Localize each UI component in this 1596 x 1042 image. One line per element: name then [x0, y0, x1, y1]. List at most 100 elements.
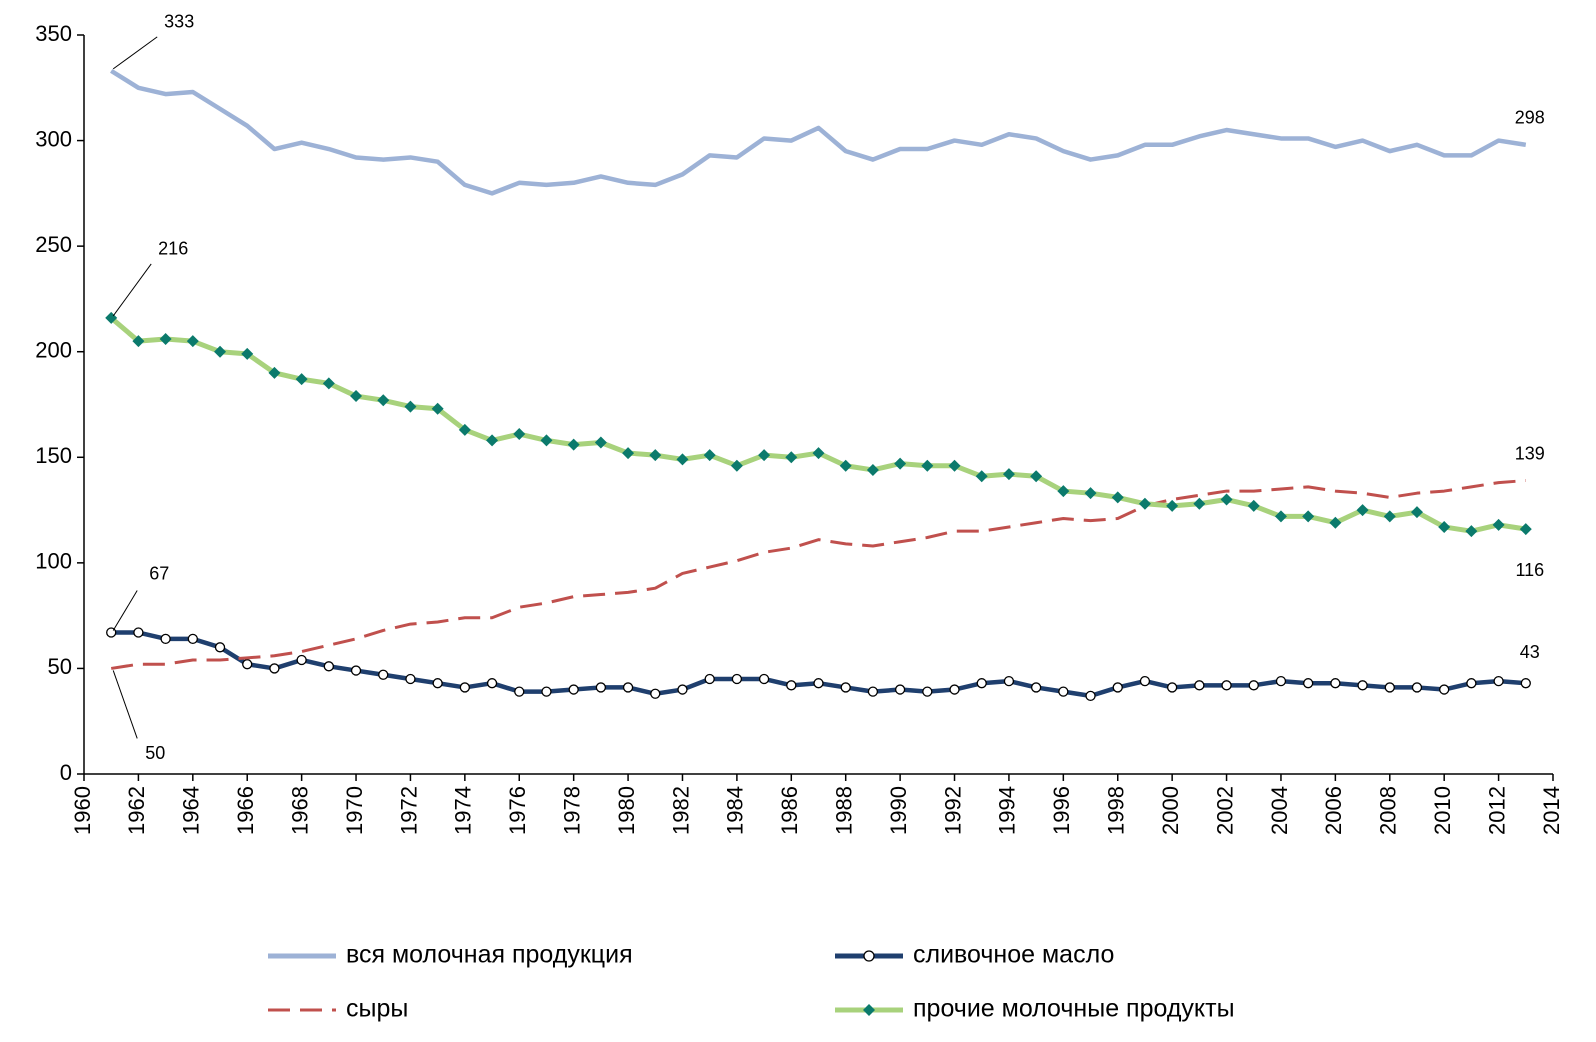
- point-marker: [432, 678, 443, 689]
- point-marker: [1030, 470, 1043, 483]
- point-marker: [187, 633, 198, 645]
- point-marker: [649, 449, 662, 462]
- point-marker: [295, 373, 308, 386]
- point-marker: [214, 345, 227, 358]
- point-marker: [1139, 675, 1151, 687]
- point-marker: [1221, 680, 1232, 691]
- point-marker: [1058, 686, 1069, 697]
- point-marker: [1466, 678, 1477, 689]
- point-marker: [949, 684, 960, 695]
- point-marker: [1138, 497, 1151, 510]
- point-marker: [513, 428, 526, 441]
- point-marker: [677, 684, 688, 695]
- data-label: 298: [1515, 108, 1545, 128]
- point-marker: [786, 680, 797, 691]
- point-marker: [567, 438, 580, 451]
- data-label: 67: [149, 563, 169, 583]
- x-tick-label: 1998: [1104, 786, 1129, 835]
- point-marker: [214, 642, 226, 653]
- point-marker: [405, 673, 416, 685]
- point-marker: [676, 453, 689, 466]
- point-marker: [894, 684, 906, 695]
- point-marker: [948, 459, 961, 472]
- data-label: 50: [145, 743, 165, 763]
- x-tick-label: 1980: [614, 786, 639, 835]
- x-tick-label: 1960: [70, 786, 95, 835]
- legend-item: прочие молочные продукты: [835, 995, 1235, 1023]
- point-marker: [1302, 510, 1315, 523]
- point-marker: [1274, 510, 1287, 523]
- point-marker: [459, 682, 471, 693]
- x-tick-label: 1996: [1049, 786, 1074, 835]
- x-tick-label: 1970: [342, 786, 367, 835]
- x-tick-label: 1984: [723, 786, 748, 835]
- point-marker: [812, 447, 825, 460]
- point-marker: [1356, 504, 1369, 517]
- point-marker: [404, 400, 417, 413]
- x-tick-label: 1994: [995, 786, 1020, 835]
- point-marker: [1303, 678, 1314, 689]
- point-marker: [1003, 675, 1015, 687]
- point-marker: [731, 673, 743, 685]
- x-tick-label: 2008: [1376, 786, 1401, 835]
- point-marker: [323, 661, 334, 672]
- point-marker: [813, 678, 824, 689]
- point-marker: [894, 457, 907, 470]
- point-marker: [1411, 682, 1423, 693]
- x-tick-label: 1976: [505, 786, 530, 835]
- point-marker: [1329, 516, 1342, 529]
- point-marker: [1085, 690, 1096, 702]
- point-marker: [186, 335, 199, 348]
- data-label: 43: [1520, 642, 1540, 662]
- point-marker: [976, 678, 987, 689]
- legend-marker: [863, 950, 875, 962]
- point-marker: [785, 451, 798, 464]
- data-label: 116: [1515, 560, 1544, 580]
- point-marker: [486, 434, 499, 447]
- x-tick-label: 2000: [1158, 786, 1183, 835]
- point-marker: [1465, 525, 1478, 538]
- legend-label: сливочное масло: [913, 941, 1114, 969]
- point-marker: [458, 423, 471, 436]
- point-marker: [269, 663, 280, 674]
- point-marker: [1084, 487, 1097, 500]
- point-marker: [594, 436, 607, 449]
- point-marker: [132, 335, 145, 348]
- point-marker: [1357, 680, 1368, 691]
- point-marker: [133, 627, 144, 638]
- point-marker: [1275, 675, 1287, 687]
- data-label: 333: [164, 12, 194, 32]
- point-marker: [704, 673, 715, 685]
- point-marker: [159, 333, 172, 346]
- point-marker: [541, 686, 552, 697]
- legend-label: вся молочная продукция: [346, 941, 633, 969]
- leader-line: [112, 590, 138, 631]
- point-marker: [350, 665, 362, 676]
- point-marker: [514, 686, 525, 697]
- point-marker: [1166, 682, 1178, 693]
- x-tick-label: 1988: [832, 786, 857, 835]
- series-line: [110, 68, 1527, 196]
- data-label: 139: [1515, 443, 1545, 463]
- legend-label: сыры: [346, 995, 408, 1023]
- x-tick-label: 1978: [559, 786, 584, 835]
- x-tick-label: 2012: [1484, 786, 1509, 835]
- point-marker: [486, 678, 498, 689]
- point-marker: [378, 669, 389, 680]
- y-tick-label: 300: [35, 126, 72, 151]
- series-line: [110, 479, 1526, 670]
- x-tick-label: 1986: [777, 786, 802, 835]
- point-marker: [1111, 491, 1124, 504]
- point-marker: [867, 686, 879, 697]
- x-tick-label: 2014: [1539, 786, 1564, 835]
- point-marker: [622, 447, 635, 460]
- x-tick-label: 1962: [124, 786, 149, 835]
- point-marker: [1193, 497, 1206, 510]
- point-marker: [1384, 682, 1395, 693]
- point-marker: [1519, 523, 1532, 536]
- point-marker: [622, 682, 634, 693]
- x-tick-label: 2010: [1430, 786, 1455, 835]
- point-marker: [1330, 678, 1341, 689]
- leader-line: [112, 670, 138, 739]
- point-marker: [241, 347, 254, 360]
